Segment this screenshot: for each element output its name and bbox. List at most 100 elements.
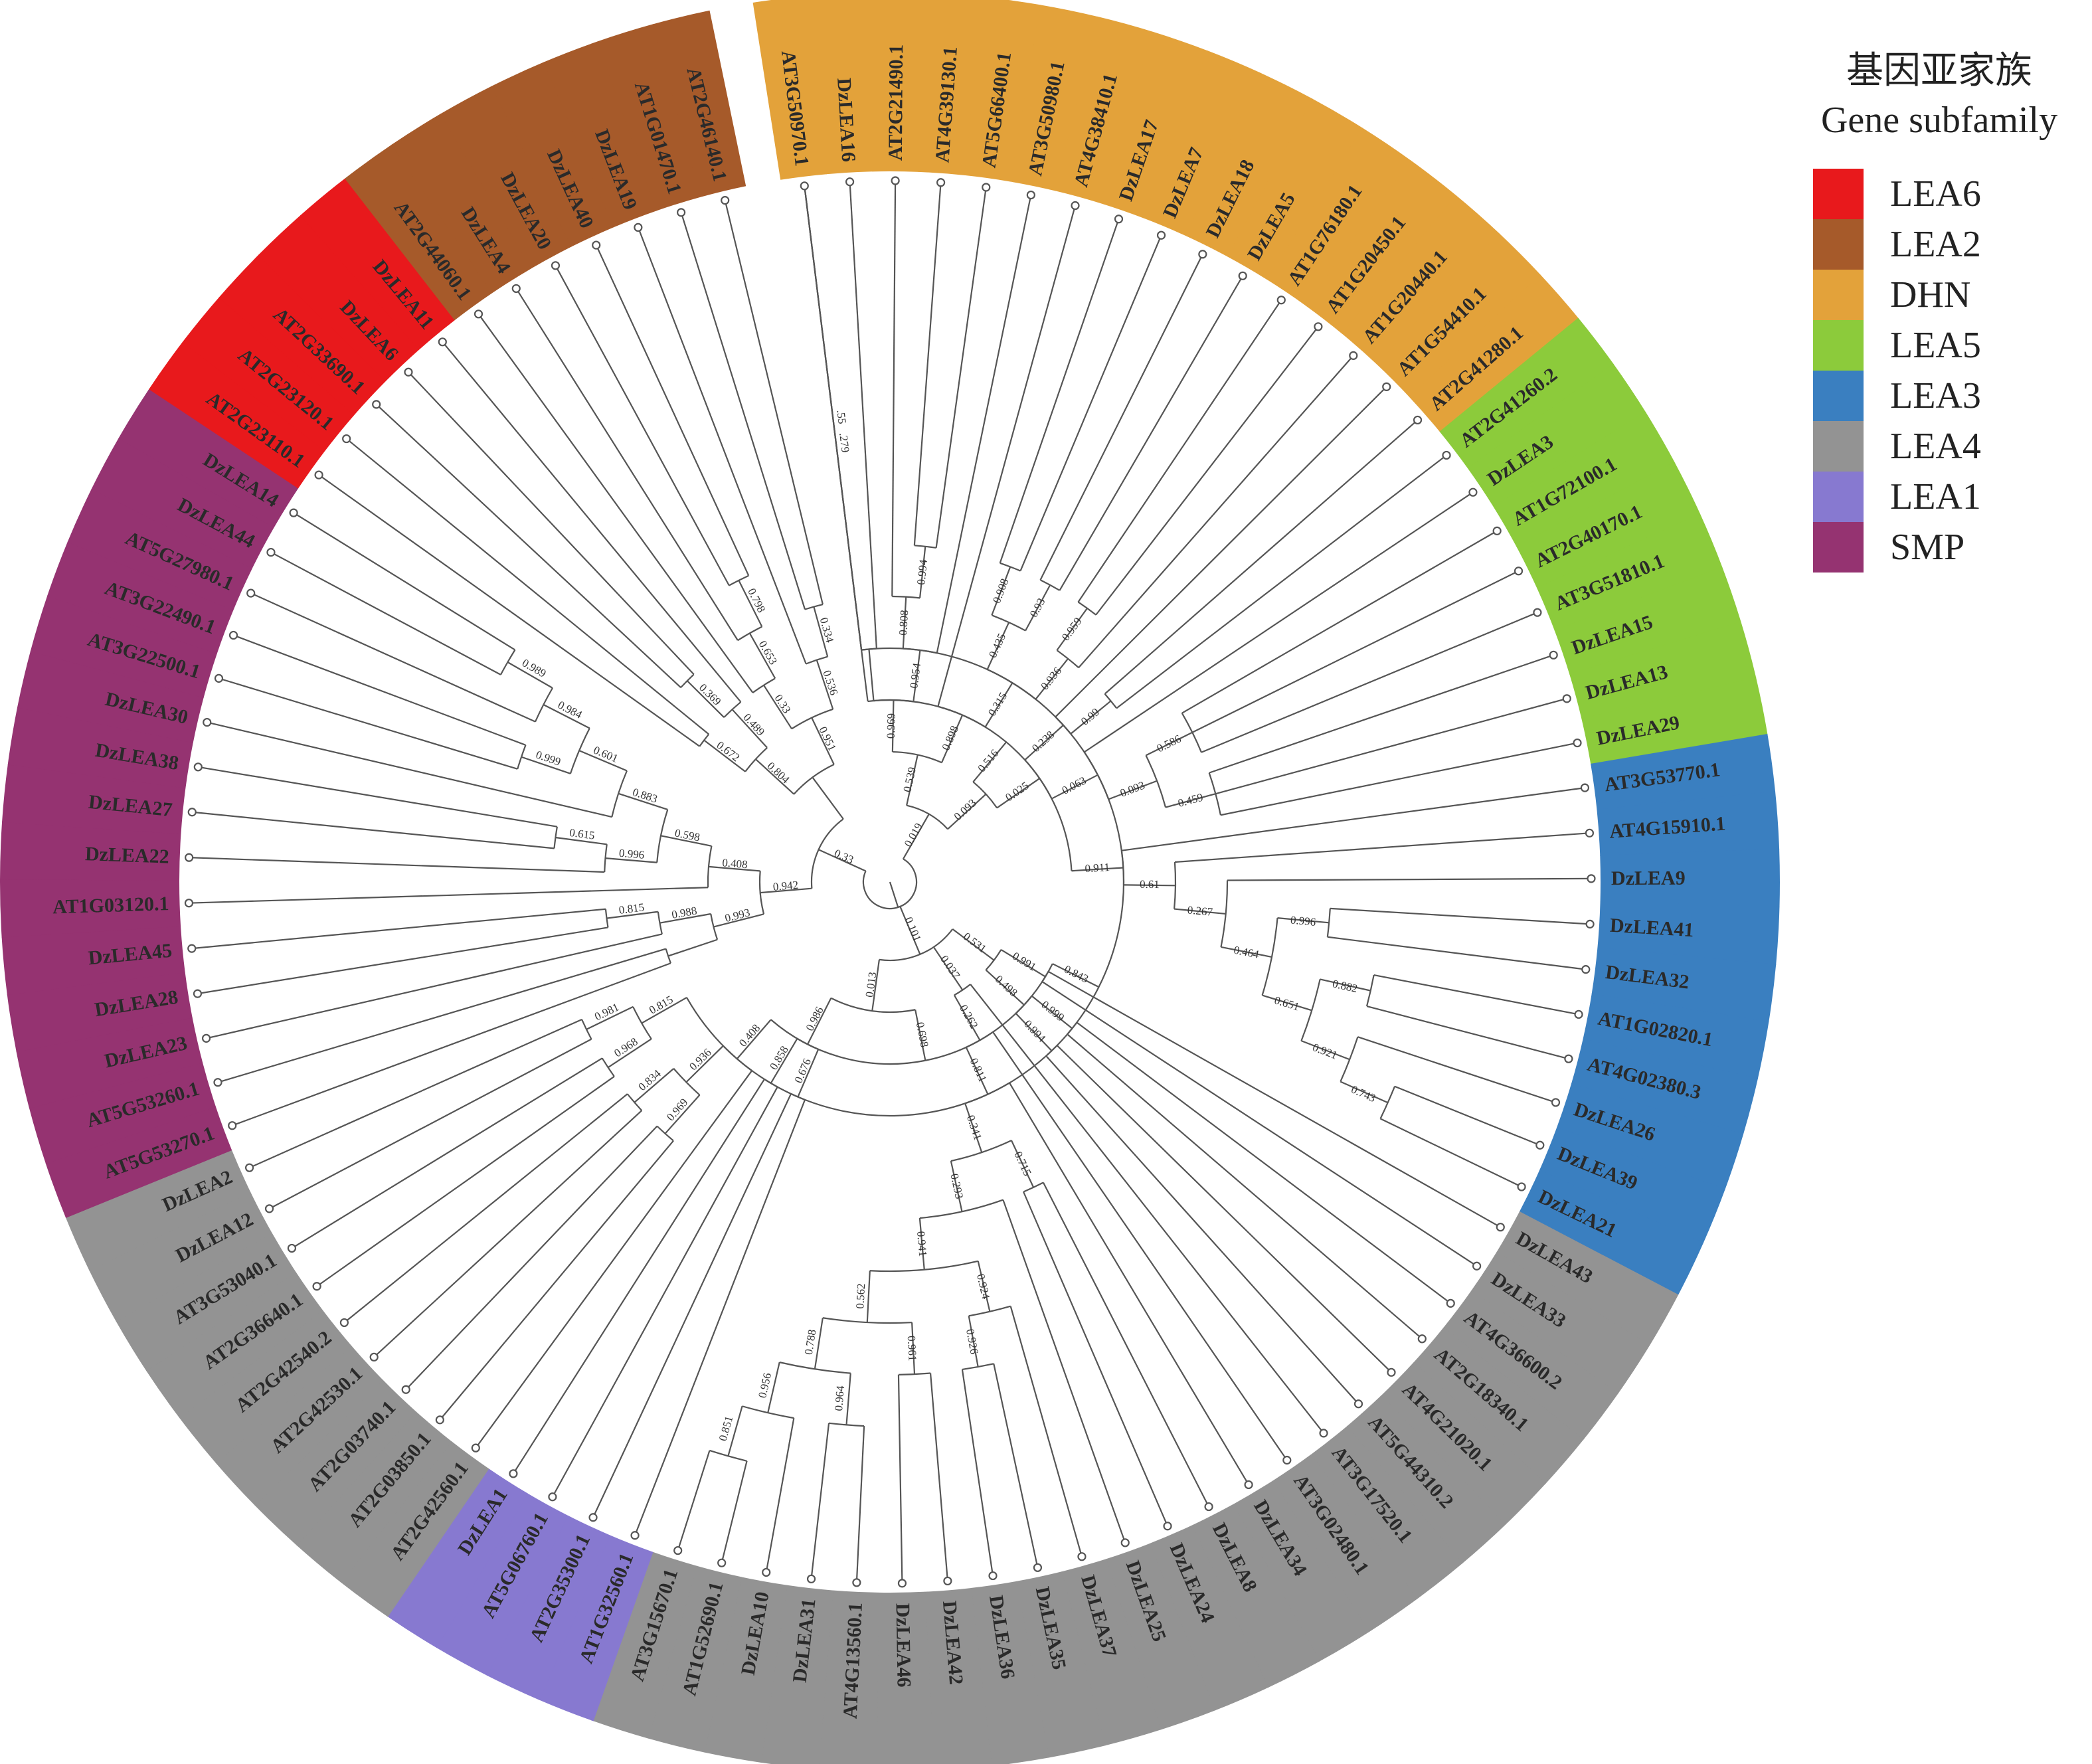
branch-line (1357, 1036, 1556, 1103)
support-value: 0.408 (722, 856, 748, 871)
ring-sector-lea4 (924, 1587, 992, 1764)
branch-line (1042, 1182, 1210, 1508)
branch-line (913, 182, 942, 546)
branch-line (965, 1047, 989, 1095)
ring-sector-smp (91, 438, 274, 569)
ring-sector-lea4 (648, 1565, 742, 1753)
support-value: 0.715 (1011, 1150, 1033, 1178)
support-value: 0.996 (1290, 914, 1316, 928)
ring-sector-lea2 (440, 86, 572, 269)
leaf-tip (548, 1492, 557, 1502)
ring-sector-smp (7, 972, 193, 1053)
support-value: 0.435 (986, 632, 1008, 660)
branch-line (968, 1316, 979, 1367)
ring-sector-lea5 (1493, 411, 1675, 547)
ring-sector-lea4 (296, 1411, 452, 1583)
branch-line (937, 205, 1077, 707)
support-value: 0.672 (715, 739, 742, 764)
leaf-tip (891, 176, 900, 185)
ring-sector-smp (45, 1106, 232, 1218)
branch-line (269, 1038, 592, 1209)
branch-line (1025, 584, 1051, 632)
support-value: .55 (834, 409, 848, 424)
leaf-tip (630, 1531, 640, 1540)
ring-sector-lea3 (1591, 733, 1776, 810)
legend-label: LEA3 (1890, 375, 1981, 416)
ring-sector-lea6 (218, 254, 387, 416)
branch-line (250, 592, 536, 723)
branch-line (765, 1417, 795, 1573)
ring-sector-lea2 (391, 113, 532, 294)
branch-line (929, 1373, 948, 1581)
branch-line (947, 793, 987, 830)
branch-line (797, 1049, 820, 1098)
branch-line (189, 857, 605, 873)
branch-line (345, 438, 709, 735)
legend-swatch (1813, 421, 1864, 472)
branch-line (687, 680, 725, 718)
ring-sector-lea2 (597, 24, 701, 211)
branch-arc (892, 750, 942, 764)
ring-sector-smp (0, 821, 181, 881)
branch-line (1070, 700, 1112, 735)
branch-line (899, 906, 921, 955)
branch-line (977, 1261, 991, 1312)
branch-line (1023, 1191, 1169, 1527)
branch-line (475, 1070, 752, 1449)
ring-sector-lea4 (1381, 1362, 1546, 1526)
leaf-tip (509, 1469, 518, 1478)
support-value: 0.941 (915, 1231, 929, 1257)
ring-sector-lea4 (145, 1272, 323, 1419)
branch-line (1019, 234, 1162, 571)
branch-arc (611, 770, 628, 818)
branch-line (713, 913, 764, 928)
branch-line (891, 700, 895, 752)
branch-line (736, 1019, 772, 1059)
ring-sector-lea1 (486, 1515, 610, 1700)
branch-line (1047, 970, 1501, 1228)
ring-sector-lea4 (818, 1590, 879, 1764)
branch-line (748, 632, 776, 679)
branch-line (1340, 1081, 1389, 1104)
support-value: 0.063 (1060, 774, 1089, 797)
branch-line (1055, 386, 1387, 718)
branch-line (551, 1087, 778, 1498)
branch-arc (758, 871, 765, 915)
branch-arc (1208, 772, 1221, 816)
support-value: 0.743 (1350, 1083, 1378, 1104)
branch-line (521, 756, 571, 774)
branch-arc (581, 1019, 592, 1040)
support-value: 0.562 (853, 1283, 867, 1309)
support-value: 0.961 (905, 1336, 919, 1362)
branch-arc (810, 818, 844, 889)
branch-line (1009, 1306, 1083, 1557)
branch-line (206, 933, 663, 1039)
branch-line (1366, 1005, 1569, 1060)
ring-sector-smp (29, 1062, 217, 1164)
support-value: 0.676 (792, 1057, 814, 1085)
leaf-tip (1238, 271, 1247, 280)
ring-sector-smp (7, 707, 193, 788)
legend-label: DHN (1890, 274, 1971, 315)
leaf-tip (187, 944, 197, 953)
ring-sector-dhn (1143, 50, 1262, 236)
leaf-tip (1517, 1182, 1526, 1191)
leaf-tip (401, 1385, 410, 1394)
branch-line (217, 948, 666, 1083)
leaf-tip (1581, 965, 1591, 974)
leaf-tip (717, 1558, 727, 1567)
leaf-tip (1314, 322, 1323, 331)
leaf-label: DzLEA9 (1611, 867, 1686, 890)
branch-line (207, 721, 612, 818)
ring-sector-lea4 (875, 1591, 934, 1764)
branch-line (1067, 1033, 1423, 1340)
ring-sector-lea4 (1346, 1395, 1506, 1564)
branch-arc (1056, 650, 1079, 669)
branch-arc (919, 1199, 1003, 1219)
leaf-tip (184, 899, 194, 908)
branch-line (233, 634, 526, 746)
leaf-tip (474, 309, 483, 319)
ring-sector-lea3 (1591, 947, 1777, 1023)
ring-sector-lea4 (703, 1577, 788, 1763)
